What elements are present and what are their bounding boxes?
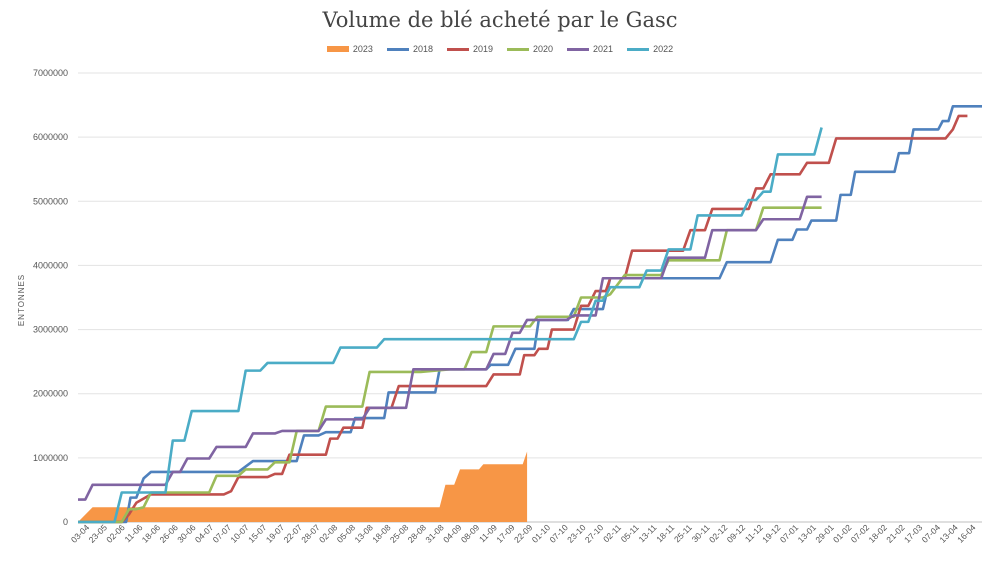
x-tick-label: 07-02 xyxy=(849,522,872,545)
x-tick-label: 07-10 xyxy=(547,522,570,545)
x-tick-label: 29-01 xyxy=(813,522,836,545)
x-tick-label: 13-01 xyxy=(796,522,819,545)
gridlines xyxy=(78,72,982,523)
x-tick-label: 07-07 xyxy=(211,522,234,545)
legend-item-2022: 2022 xyxy=(627,44,673,54)
legend-swatch xyxy=(446,47,469,51)
y-tick-label: 5000000 xyxy=(33,196,68,206)
x-tick-label: 26-06 xyxy=(157,522,180,545)
area-series-2023 xyxy=(78,451,528,522)
y-tick-label: 3000000 xyxy=(33,325,68,335)
x-tick-label: 02-12 xyxy=(707,522,730,545)
x-tick-label: 18-06 xyxy=(140,522,163,545)
x-tick-label: 30-06 xyxy=(175,522,198,545)
x-tick-label: 30-11 xyxy=(690,522,712,544)
x-tick-label: 25-08 xyxy=(388,522,411,545)
area-series-layer xyxy=(78,451,528,522)
x-tick-label: 23-05 xyxy=(87,522,110,545)
x-tick-label: 28-07 xyxy=(299,522,322,545)
x-tick-label: 11-12 xyxy=(743,522,765,544)
x-tick-label: 02-06 xyxy=(104,522,127,545)
x-tick-label: 28-08 xyxy=(406,522,429,545)
x-tick-label: 13-04 xyxy=(937,522,960,545)
line-series-2018 xyxy=(78,105,982,524)
line-series-layer xyxy=(78,105,982,524)
x-tick-label: 02-11 xyxy=(601,522,623,544)
legend-swatch xyxy=(386,47,409,51)
line-series-2019 xyxy=(78,114,968,524)
legend: 2023 2018 2019 2020 2021 2022 xyxy=(0,44,1000,54)
y-tick-label: 0 xyxy=(63,517,68,527)
y-tick-label: 2000000 xyxy=(33,389,68,399)
x-tick-label: 19-12 xyxy=(760,522,783,545)
x-tick-label: 13-08 xyxy=(352,522,375,545)
x-tick-label: 07-04 xyxy=(920,522,943,545)
legend-swatch xyxy=(326,46,349,52)
x-tick-label: 07-01 xyxy=(778,522,801,545)
x-tick-label: 01-10 xyxy=(530,522,553,545)
x-tick-label: 22-09 xyxy=(512,522,535,545)
x-tick-label: 23-10 xyxy=(565,522,588,545)
y-axis-label: ENTONNES xyxy=(17,274,26,326)
x-tick-label: 31-08 xyxy=(423,522,446,545)
x-tick-label: 05-11 xyxy=(619,522,641,544)
x-tick-label: 08-09 xyxy=(459,522,482,545)
x-tick-label: 18-08 xyxy=(370,522,393,545)
legend-label: 2022 xyxy=(653,44,674,54)
legend-swatch xyxy=(627,47,650,51)
legend-label: 2021 xyxy=(593,44,614,54)
y-tick-label: 1000000 xyxy=(33,453,68,463)
legend-item-2018: 2018 xyxy=(386,44,433,54)
x-tick-label: 03-04 xyxy=(69,522,92,545)
x-axis: 03-0423-0502-0611-0618-0626-0630-0604-07… xyxy=(69,522,978,545)
x-tick-label: 09-12 xyxy=(725,522,748,545)
x-tick-label: 11-09 xyxy=(477,522,499,544)
x-tick-label: 27-10 xyxy=(583,522,606,545)
x-tick-label: 16-04 xyxy=(955,522,978,545)
legend-label: 2023 xyxy=(352,44,373,54)
x-tick-label: 05-08 xyxy=(335,522,358,545)
y-axis: 0 1000000 2000000 3000000 4000000 5000000 6000… xyxy=(33,68,68,527)
x-tick-label: 18-02 xyxy=(866,522,889,545)
x-tick-label: 17-09 xyxy=(494,522,517,545)
x-tick-label: 01-02 xyxy=(831,522,854,545)
legend-label: 2019 xyxy=(472,44,493,54)
x-tick-label: 25-11 xyxy=(672,522,694,544)
legend-swatch xyxy=(507,47,529,51)
legend-item-2021: 2021 xyxy=(567,44,613,54)
legend-label: 2018 xyxy=(412,44,433,54)
x-tick-label: 18-11 xyxy=(654,522,676,544)
legend-item-2019: 2019 xyxy=(446,44,493,54)
x-tick-label: 21-02 xyxy=(884,522,907,545)
chart-title: Volume de blé acheté par le Gasc xyxy=(322,8,678,32)
x-tick-label: 15-07 xyxy=(246,522,269,545)
legend-swatch xyxy=(567,47,590,51)
line-series-2020 xyxy=(78,206,822,524)
line-series-2022 xyxy=(78,127,823,524)
legend-item-2020: 2020 xyxy=(507,44,553,54)
y-tick-label: 4000000 xyxy=(33,260,68,270)
x-tick-label: 17-03 xyxy=(902,522,925,545)
x-tick-label: 10-07 xyxy=(228,522,251,545)
y-tick-label: 6000000 xyxy=(33,132,68,142)
x-tick-label: 04-07 xyxy=(193,522,216,545)
legend-item-2023: 2023 xyxy=(326,44,373,54)
y-tick-label: 7000000 xyxy=(33,68,68,78)
x-tick-label: 19-07 xyxy=(264,522,287,545)
x-tick-label: 22-07 xyxy=(282,522,305,545)
line-series-2021 xyxy=(78,195,822,501)
x-tick-label: 13-11 xyxy=(636,522,658,544)
x-tick-label: 02-08 xyxy=(317,522,340,545)
x-tick-label: 11-06 xyxy=(122,522,144,544)
x-tick-label: 04-09 xyxy=(441,522,464,545)
legend-label: 2020 xyxy=(533,44,554,54)
